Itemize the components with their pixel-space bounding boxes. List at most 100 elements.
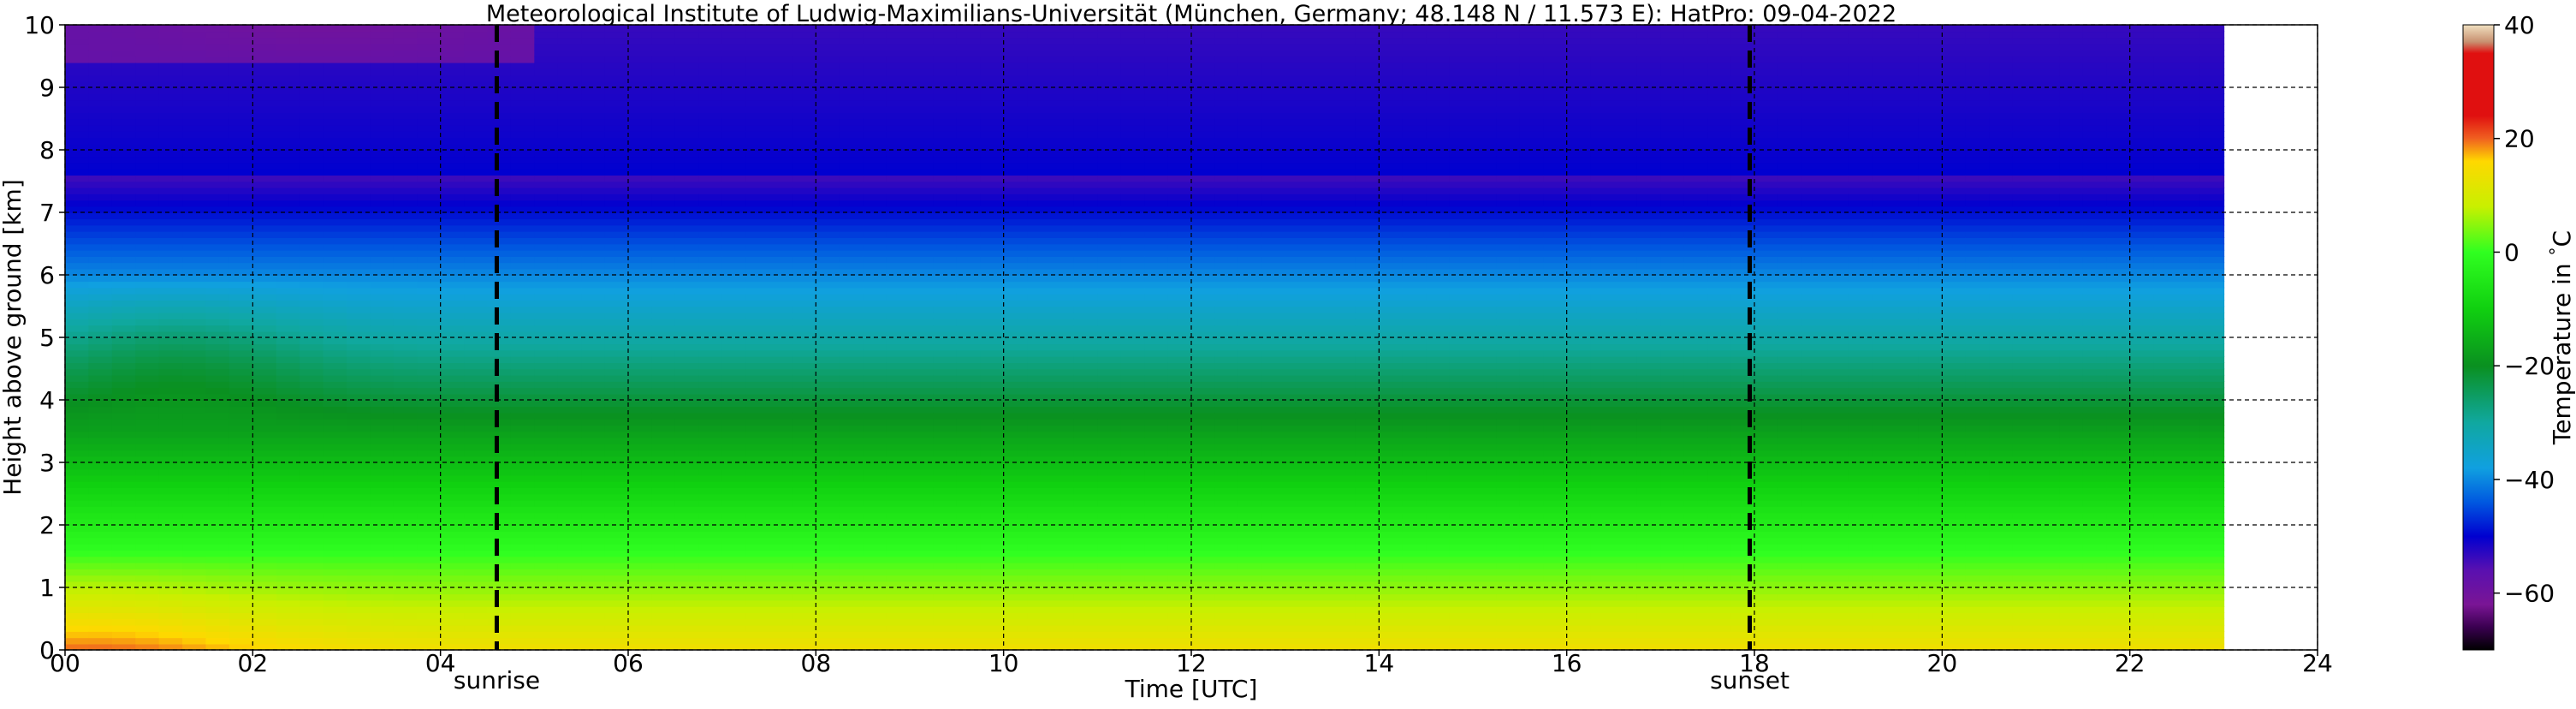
heatmap-cell	[1073, 400, 1099, 408]
heatmap-cell	[651, 268, 676, 276]
heatmap-cell	[792, 337, 817, 345]
heatmap-cell	[557, 268, 582, 276]
heatmap-cell	[300, 637, 324, 645]
heatmap-cell	[370, 80, 395, 88]
heatmap-cell	[158, 412, 183, 420]
heatmap-cell	[863, 612, 887, 620]
heatmap-cell	[300, 587, 324, 595]
heatmap-cell	[863, 306, 887, 313]
heatmap-cell	[581, 206, 606, 213]
heatmap-cell	[721, 143, 746, 151]
heatmap-cell	[182, 224, 207, 232]
heatmap-cell	[393, 593, 418, 601]
heatmap-cell	[487, 137, 512, 145]
heatmap-cell	[252, 425, 277, 432]
heatmap-cell	[980, 381, 1005, 389]
heatmap-cell	[863, 624, 887, 632]
heatmap-cell	[464, 355, 489, 363]
heatmap-cell	[1050, 337, 1075, 345]
heatmap-cell	[534, 69, 559, 76]
heatmap-cell	[1027, 593, 1052, 601]
heatmap-cell	[1191, 131, 1216, 139]
heatmap-cell	[370, 343, 395, 351]
heatmap-cell	[158, 25, 183, 33]
heatmap-cell	[347, 237, 371, 245]
heatmap-cell	[674, 268, 700, 276]
heatmap-cell	[347, 212, 371, 220]
heatmap-cell	[464, 343, 489, 351]
heatmap-cell	[1050, 181, 1075, 188]
heatmap-cell	[417, 50, 442, 57]
heatmap-cell	[534, 262, 559, 270]
heatmap-cell	[323, 306, 347, 313]
heatmap-cell	[933, 444, 958, 451]
heatmap-cell	[417, 112, 442, 120]
heatmap-cell	[205, 237, 230, 245]
heatmap-cell	[252, 556, 277, 563]
heatmap-cell	[1191, 162, 1216, 170]
heatmap-cell	[1073, 93, 1099, 101]
heatmap-cell	[698, 206, 723, 213]
heatmap-cell	[111, 575, 137, 582]
heatmap-cell	[1120, 206, 1145, 213]
heatmap-cell	[323, 181, 347, 188]
heatmap-cell	[1144, 43, 1169, 51]
heatmap-cell	[440, 437, 465, 444]
heatmap-cell	[440, 200, 465, 207]
heatmap-cell	[1120, 105, 1145, 113]
heatmap-cell	[229, 581, 254, 588]
heatmap-cell	[229, 230, 254, 238]
heatmap-cell	[135, 224, 160, 232]
heatmap-cell	[88, 300, 113, 307]
heatmap-cell	[1144, 612, 1169, 620]
heatmap-cell	[229, 368, 254, 376]
heatmap-cell	[698, 418, 723, 426]
heatmap-cell	[956, 281, 982, 289]
heatmap-cell	[910, 512, 935, 520]
heatmap-cell	[111, 593, 137, 601]
heatmap-cell	[88, 118, 113, 126]
heatmap-cell	[1073, 293, 1099, 301]
heatmap-cell	[886, 143, 911, 151]
heatmap-cell	[980, 425, 1005, 432]
heatmap-cell	[300, 131, 324, 139]
heatmap-cell	[557, 112, 582, 120]
heatmap-cell	[698, 194, 723, 201]
heatmap-cell	[158, 124, 183, 132]
heatmap-cell	[1003, 74, 1028, 82]
heatmap-cell	[956, 268, 982, 276]
heatmap-cell	[1120, 262, 1145, 270]
heatmap-cell	[417, 575, 442, 582]
heatmap-cell	[158, 181, 183, 188]
heatmap-cell	[534, 237, 559, 245]
heatmap-cell	[863, 400, 887, 408]
heatmap-cell	[839, 268, 864, 276]
heatmap-cell	[323, 605, 347, 613]
heatmap-cell	[792, 624, 817, 632]
heatmap-cell	[956, 474, 982, 482]
heatmap-cell	[769, 562, 793, 569]
heatmap-cell	[721, 56, 746, 63]
heatmap-cell	[276, 512, 300, 520]
heatmap-cell	[1214, 281, 1239, 289]
heatmap-cell	[557, 262, 582, 270]
heatmap-cell	[863, 412, 887, 420]
heatmap-cell	[252, 105, 277, 113]
heatmap-cell	[534, 74, 559, 82]
heatmap-cell	[674, 406, 700, 414]
heatmap-cell	[440, 118, 465, 126]
temperature-heatmap	[65, 25, 2225, 650]
heatmap-cell	[1073, 550, 1099, 557]
heatmap-cell	[651, 355, 676, 363]
heatmap-cell	[792, 262, 817, 270]
heatmap-cell	[417, 137, 442, 145]
heatmap-cell	[182, 99, 207, 107]
heatmap-cell	[347, 293, 371, 301]
heatmap-cell	[464, 218, 489, 226]
heatmap-cell	[534, 531, 559, 539]
heatmap-cell	[510, 437, 536, 444]
heatmap-cell	[510, 93, 536, 101]
heatmap-cell	[886, 444, 911, 451]
heatmap-cell	[1214, 450, 1239, 457]
heatmap-cell	[1191, 256, 1216, 264]
